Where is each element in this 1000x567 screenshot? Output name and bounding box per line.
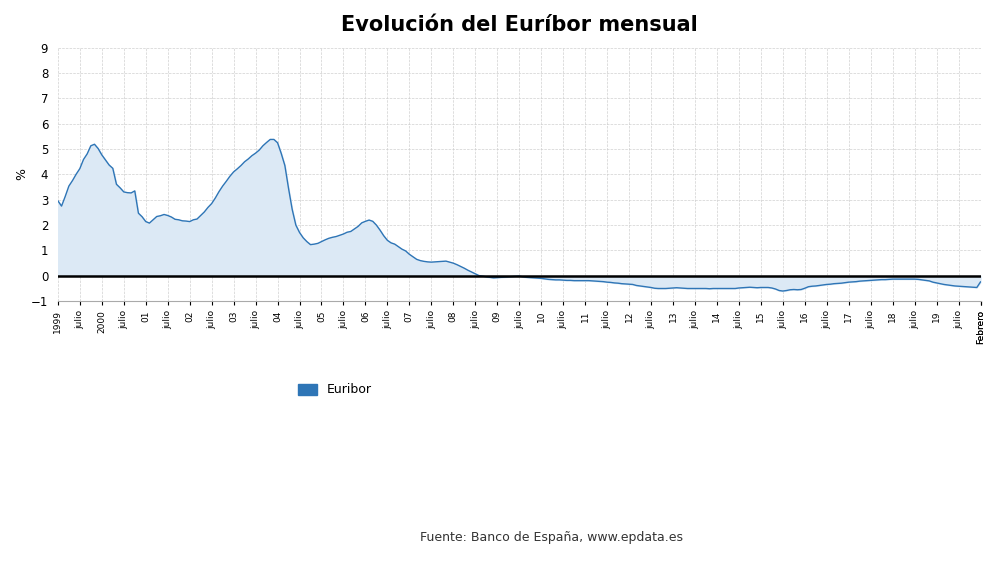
Y-axis label: %: %	[15, 168, 28, 180]
Title: Evolución del Euríbor mensual: Evolución del Euríbor mensual	[341, 15, 698, 35]
Legend: Euribor: Euribor	[293, 378, 377, 401]
Text: Fuente: Banco de España, www.epdata.es: Fuente: Banco de España, www.epdata.es	[420, 531, 683, 544]
